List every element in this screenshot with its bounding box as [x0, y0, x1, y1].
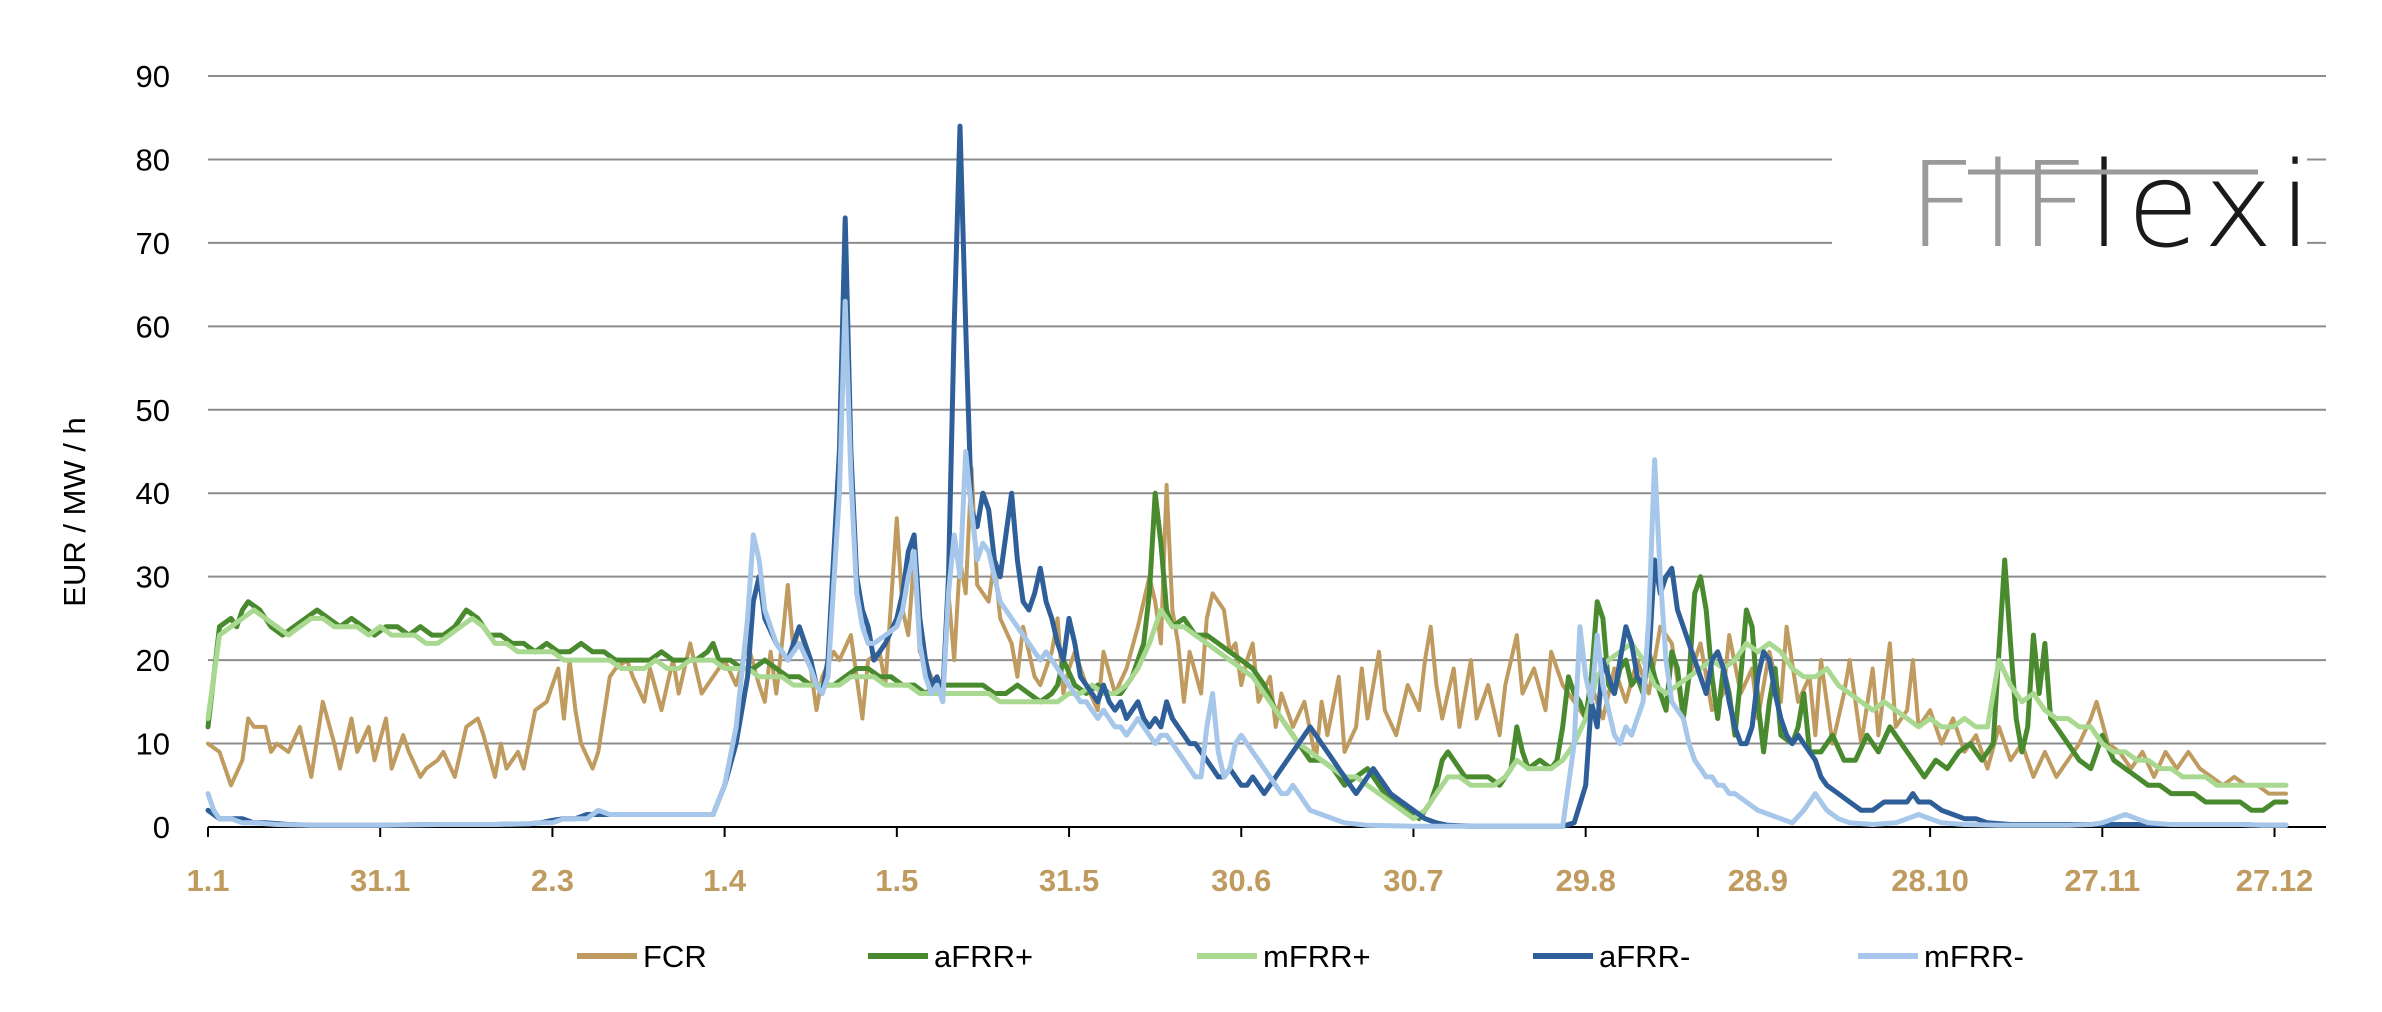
y-tick-label-50: 50	[136, 393, 170, 428]
legend-label-mFRR-: mFRR-	[1924, 939, 2024, 974]
y-tick-label-60: 60	[136, 309, 170, 344]
x-tick-label-2: 2.3	[531, 863, 574, 898]
legend-label-FCR: FCR	[643, 939, 707, 974]
x-axis: 1.1 31.1 2.3 1.4 1.5 31.5 30.6 30.7 29.8 28.9 28.1…	[186, 826, 2326, 898]
y-tick-label-20: 20	[136, 643, 170, 678]
y-tick-label-90: 90	[136, 59, 170, 94]
series-line-aFRR+	[205, 490, 2289, 822]
x-tick-label-9: 28.9	[1728, 863, 1788, 898]
x-tick-label-6: 30.6	[1211, 863, 1271, 898]
x-tick-label-0: 1.1	[186, 863, 229, 898]
fiflexi-logo: FlF lexi	[1832, 130, 2318, 285]
legend-label-aFRR+: aFRR+	[934, 939, 1033, 974]
legend-label-aFRR-: aFRR-	[1599, 939, 1690, 974]
x-tick-label-7: 30.7	[1383, 863, 1443, 898]
x-tick-label-1: 31.1	[350, 863, 410, 898]
x-tick-label-5: 31.5	[1039, 863, 1099, 898]
logo-part2: lexi	[2088, 136, 2318, 274]
x-tick-label-3: 1.4	[703, 863, 747, 898]
y-tick-label-70: 70	[136, 226, 170, 261]
x-tick-label-8: 29.8	[1556, 863, 1616, 898]
y-axis-label: EUR / MW / h	[57, 417, 92, 606]
y-tick-label-80: 80	[136, 142, 170, 177]
series-line-mFRR+	[205, 607, 2289, 822]
y-tick-label-40: 40	[136, 476, 170, 511]
y-tick-label-0: 0	[153, 810, 170, 845]
legend-label-mFRR+: mFRR+	[1263, 939, 1371, 974]
y-axis-ticks: 0 10 20 30 40 50 60 70 80 90	[136, 59, 170, 845]
y-tick-label-10: 10	[136, 727, 170, 762]
legend: FCR aFRR+ mFRR+ aFRR-mFRR-	[577, 939, 2024, 974]
series-line-mFRR-	[205, 298, 2289, 829]
series-lines	[205, 123, 2289, 829]
y-tick-label-30: 30	[136, 560, 170, 595]
series-line-FCR	[206, 466, 2288, 796]
x-tick-label-10: 28.10	[1891, 863, 1969, 898]
x-tick-label-12: 27.12	[2236, 863, 2314, 898]
x-tick-label-4: 1.5	[875, 863, 918, 898]
x-tick-label-11: 27.11	[2064, 863, 2140, 898]
logo-part1: FlF	[1908, 136, 2095, 274]
